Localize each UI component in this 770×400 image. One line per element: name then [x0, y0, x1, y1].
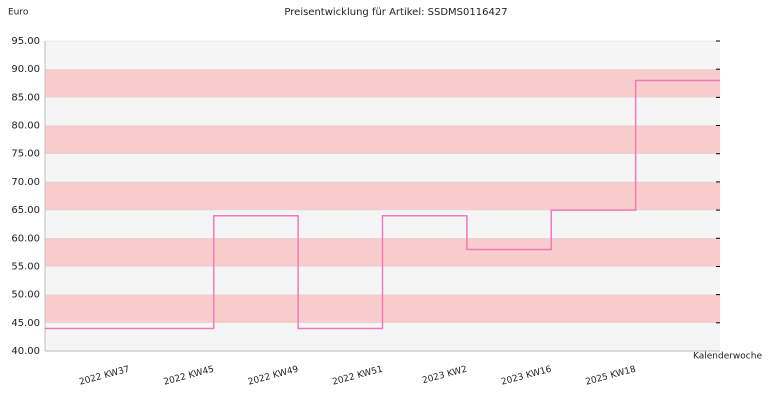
grid-band	[45, 69, 720, 98]
x-tick-label: 2022 KW45	[163, 365, 216, 388]
grid-band	[45, 153, 720, 182]
grid-band	[45, 41, 720, 70]
y-tick-label: 75.00	[11, 149, 40, 160]
price-line	[45, 79, 720, 330]
y-tick-label: 60.00	[11, 233, 40, 244]
y-tick-label: 50.00	[11, 290, 40, 301]
x-tick-label: 2022 KW37	[78, 365, 131, 388]
x-axis-title: Kalenderwoche	[693, 352, 762, 362]
x-tick-label: 2025 KW18	[585, 365, 638, 388]
y-tick-label: 85.00	[11, 92, 40, 103]
y-tick-label: 45.00	[11, 318, 40, 329]
grid-band	[45, 97, 720, 126]
x-tick-label: 2022 KW49	[247, 365, 300, 388]
x-tick-label: 2022 KW51	[331, 365, 384, 388]
y-tick-label: 40.00	[11, 346, 40, 357]
y-tick-label: 80.00	[11, 121, 40, 132]
x-tick-label: 2023 KW16	[500, 365, 553, 388]
grid-band	[45, 181, 720, 211]
y-tick-label: 95.00	[11, 36, 40, 47]
x-tick-label: 2023 KW2	[421, 365, 468, 387]
y-axis-title: Euro	[8, 8, 29, 18]
y-tick-label: 65.00	[11, 205, 40, 216]
y-tick-label: 55.00	[11, 261, 40, 272]
y-tick-label: 70.00	[11, 177, 40, 188]
chart-title: Preisentwicklung für Artikel: SSDMS01164…	[284, 7, 507, 18]
y-tick-label: 90.00	[11, 64, 40, 75]
grid-band	[45, 125, 720, 154]
